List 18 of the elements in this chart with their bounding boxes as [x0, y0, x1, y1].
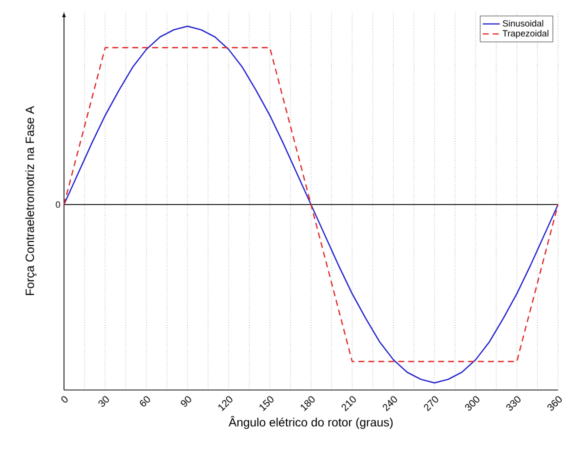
legend-label: Sinusoidal	[502, 20, 544, 27]
x-tick-label: 60	[140, 396, 150, 406]
x-tick-label: 240	[382, 396, 398, 412]
x-tick-label: 300	[465, 396, 480, 411]
x-tick-label: 360	[547, 396, 562, 411]
x-tick-label: 0	[61, 396, 68, 403]
x-tick-label: 270	[424, 396, 438, 412]
x-tick-label: 120	[218, 396, 232, 412]
y-axis-title: Força Contraeletromotriz na Fase A	[25, 106, 36, 296]
x-tick-label: 150	[260, 396, 274, 412]
legend-label: Trapezoidal	[502, 30, 548, 38]
x-tick-label: 210	[342, 396, 356, 412]
x-tick-label: 330	[506, 396, 521, 411]
x-tick-label: 90	[180, 396, 192, 407]
x-axis-title: Ângulo elétrico do rotor (graus)	[228, 416, 393, 429]
x-tick-label: 30	[98, 396, 109, 407]
ref-line-label: 0	[56, 201, 60, 208]
x-tick-label: 180	[300, 396, 315, 412]
